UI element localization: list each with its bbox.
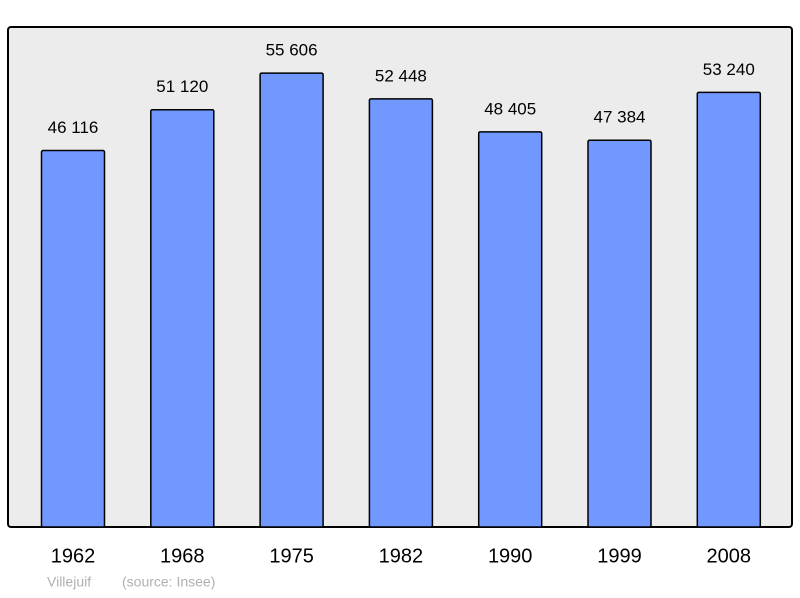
value-label: 47 384 — [594, 108, 646, 127]
value-label: 48 405 — [484, 99, 536, 118]
bar — [150, 108, 215, 528]
place-name: Villejuif — [47, 574, 91, 590]
bar — [259, 72, 324, 528]
source-note: (source: Insee) — [122, 574, 215, 590]
x-tick-label: 1968 — [160, 545, 205, 567]
value-label: 55 606 — [266, 41, 318, 60]
x-tick-label: 1999 — [597, 545, 642, 567]
bar — [587, 139, 652, 528]
bar — [696, 91, 762, 528]
x-tick-label: 2008 — [707, 545, 752, 567]
x-tick-label: 1975 — [269, 545, 314, 567]
value-label: 52 448 — [375, 66, 427, 85]
bar — [368, 98, 434, 528]
x-tick-label: 1990 — [488, 545, 533, 567]
value-label: 53 240 — [703, 60, 755, 79]
bar — [477, 131, 543, 528]
x-tick-label: 1962 — [51, 545, 96, 567]
x-tick-label: 1982 — [379, 545, 424, 567]
value-label: 46 116 — [48, 118, 99, 137]
bar — [40, 149, 106, 528]
value-label: 51 120 — [156, 77, 208, 96]
